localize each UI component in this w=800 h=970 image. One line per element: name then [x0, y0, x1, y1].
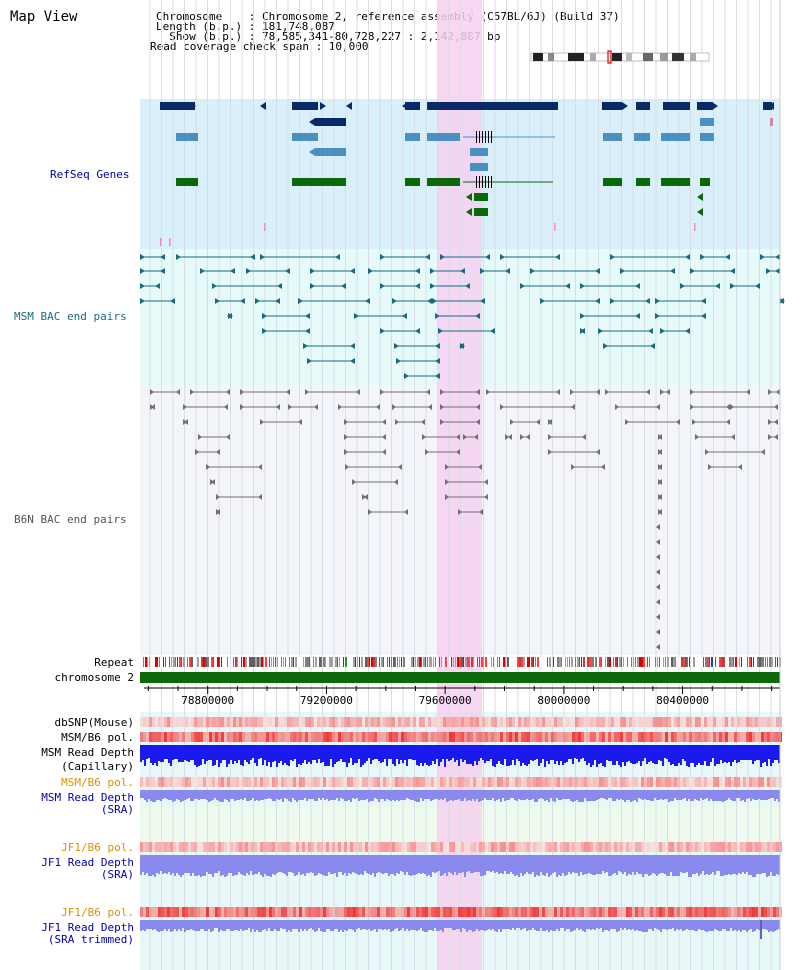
- label-msm-depth-sra-2: (SRA): [100, 803, 134, 816]
- b6n-bac-end: [656, 584, 660, 590]
- gene-block: [427, 102, 558, 110]
- b6n-bac-end: [656, 629, 660, 635]
- gene-block: [315, 148, 346, 156]
- label-dbsnp: dbSNP(Mouse): [54, 716, 134, 729]
- gene-strand-arrow: [622, 102, 628, 110]
- grid-lines: [149, 0, 772, 970]
- b6n-bac-end: [656, 539, 660, 545]
- gene-block: [160, 102, 195, 110]
- label-chromosome: chromosome 2: [54, 671, 134, 684]
- page-title: Map View: [10, 9, 78, 25]
- label-msm-b6-pol-2: MSM/B6 pol.: [61, 776, 134, 789]
- b6n-bac-end: [656, 554, 660, 560]
- b6n-bac-end: [656, 524, 660, 530]
- gene-strand-arrow: [190, 102, 196, 110]
- heat-tracks: [140, 717, 782, 939]
- gene-block: [315, 118, 346, 126]
- gene-strand-arrow: [320, 102, 326, 110]
- gene-block: [470, 163, 488, 171]
- axis-tick-label: 80400000: [656, 694, 709, 707]
- gene-block: [405, 178, 420, 186]
- gene-block: [176, 178, 198, 186]
- gene-block: [700, 178, 710, 186]
- label-msm-depth-cap-2: (Capillary): [61, 760, 134, 773]
- gene-block: [636, 102, 650, 110]
- b6n-bac-end: [656, 614, 660, 620]
- label-msm-depth-cap-1: MSM Read Depth: [41, 746, 134, 759]
- label-b6n-bac: B6N BAC end pairs: [14, 513, 127, 526]
- axis-tick-label: 79600000: [419, 694, 472, 707]
- b6n-bac-end: [656, 599, 660, 605]
- gene-block: [470, 148, 488, 156]
- gene-strand-arrow: [260, 102, 266, 110]
- label-jf1-depth-trim-2: (SRA trimmed): [47, 933, 134, 946]
- gene-block: [634, 133, 650, 141]
- b6n-bac-pairs-track: [150, 389, 780, 650]
- label-repeat: Repeat: [94, 656, 134, 669]
- gene-block: [427, 178, 460, 186]
- gene-block: [427, 133, 460, 141]
- gene-strand-arrow: [466, 208, 472, 216]
- gene-strand-arrow: [346, 102, 352, 110]
- gene-block: [602, 102, 622, 110]
- gene-block: [700, 118, 714, 126]
- msm-bac-pairs-track: [140, 254, 785, 379]
- label-msm-depth-sra-1: MSM Read Depth: [41, 791, 134, 804]
- axis-tick-label: 80000000: [537, 694, 590, 707]
- label-jf1-b6-pol-1: JF1/B6 pol.: [61, 841, 134, 854]
- gene-strand-arrow: [712, 102, 718, 110]
- gene-strand-arrow: [768, 102, 774, 110]
- chromosome-ideogram: [530, 50, 710, 64]
- gene-block: [405, 102, 420, 110]
- gene-block: [292, 178, 346, 186]
- gene-strand-arrow: [466, 193, 472, 201]
- gene-strand-arrow: [309, 148, 315, 156]
- gene-block: [697, 102, 713, 110]
- gene-block: [603, 178, 622, 186]
- label-refseq-genes: RefSeq Genes: [50, 168, 130, 181]
- gene-strand-arrow: [697, 193, 703, 201]
- gene-block: [770, 118, 773, 126]
- gene-strand-arrow: [463, 102, 469, 110]
- info-length: Length (b.p.) : 181,748,087: [156, 20, 335, 33]
- label-msm-b6-pol-1: MSM/B6 pol.: [61, 731, 134, 744]
- gene-block: [603, 133, 622, 141]
- gene-block: [405, 133, 420, 141]
- gene-block: [661, 133, 690, 141]
- gene-block: [292, 133, 318, 141]
- gene-block: [700, 133, 714, 141]
- repeat-track: [141, 657, 781, 667]
- chromosome-bar: [140, 672, 780, 683]
- refseq-genes-track: [160, 102, 774, 246]
- gene-block: [763, 102, 772, 110]
- label-msm-bac: MSM BAC end pairs: [14, 310, 127, 323]
- gene-block: [474, 208, 488, 216]
- gene-block: [292, 102, 318, 110]
- gene-block: [663, 102, 690, 110]
- gene-strand-arrow: [309, 118, 315, 126]
- axis-tick-label: 79200000: [300, 694, 353, 707]
- gene-strand-arrow: [697, 208, 703, 216]
- b6n-bac-end: [656, 644, 660, 650]
- position-axis: 78800000 79200000 79600000 80000000 80400000: [147, 686, 773, 707]
- gene-block: [636, 178, 650, 186]
- gene-block: [176, 133, 198, 141]
- label-jf1-depth-sra-1: JF1 Read Depth: [41, 856, 134, 869]
- label-jf1-b6-pol-2: JF1/B6 pol.: [61, 906, 134, 919]
- gene-strand-arrow: [402, 102, 408, 110]
- gene-block: [474, 193, 488, 201]
- label-jf1-depth-trim-1: JF1 Read Depth: [41, 921, 134, 934]
- gene-strand-arrow: [698, 102, 704, 110]
- info-coverage: Read coverage check span : 10,000: [150, 40, 369, 53]
- axis-tick-label: 78800000: [181, 694, 234, 707]
- gene-block: [661, 178, 690, 186]
- b6n-bac-end: [656, 569, 660, 575]
- label-jf1-depth-sra-2: (SRA): [100, 868, 134, 881]
